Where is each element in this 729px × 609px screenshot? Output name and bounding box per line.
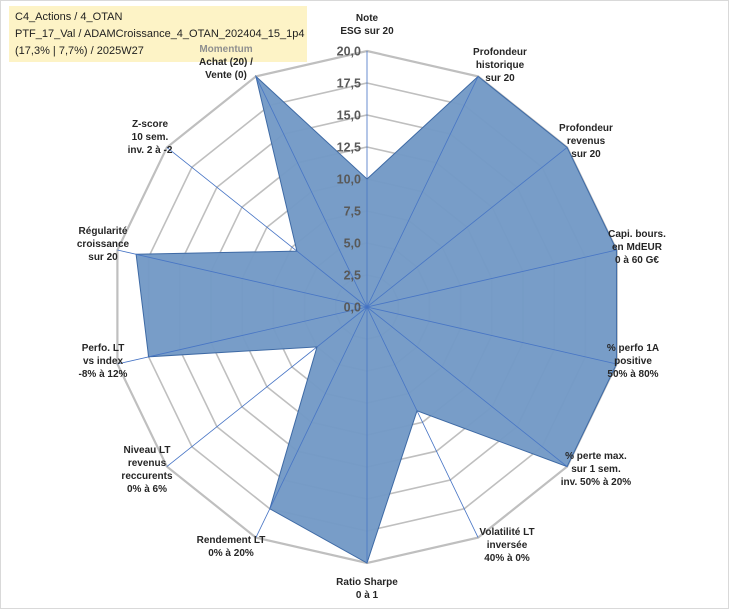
- axis-label-13-line-2: Vente (0): [205, 70, 247, 81]
- axis-label-3-line-1: en MdEUR: [612, 242, 663, 253]
- axis-label-6-line-2: 40% à 0%: [484, 553, 530, 564]
- axis-label-2-line-1: revenus: [567, 136, 606, 147]
- axis-label-9: Niveau LT revenus reccurents 0% à 6%: [121, 445, 173, 495]
- axis-label-4-line-0: % perfo 1A: [607, 343, 659, 354]
- axis-label-6-line-1: inversée: [487, 540, 528, 551]
- axis-label-9-line-0: Niveau LT: [123, 445, 170, 456]
- r-tick-label-3: 7,5: [344, 205, 361, 219]
- radar-axis-labels: Note ESG sur 20 Profondeur historique sur 20…: [77, 13, 666, 601]
- axis-label-0-line-1: ESG sur 20: [340, 26, 394, 37]
- axis-label-3-line-0: Capi. bours.: [608, 229, 666, 240]
- axis-label-12-line-1: 10 sem.: [132, 132, 169, 143]
- axis-label-1: Profondeur historique sur 20: [473, 47, 527, 84]
- chart-title-line-1: C4_Actions / 4_OTAN: [15, 11, 123, 23]
- axis-label-9-line-1: revenus: [128, 458, 167, 469]
- r-tick-label-5: 12,5: [337, 141, 361, 155]
- axis-label-12-line-0: Z-score: [132, 119, 169, 130]
- axis-label-9-line-2: reccurents: [121, 471, 173, 482]
- axis-label-11-line-0: Régularité: [79, 226, 128, 237]
- radar-tick-labels: 0,0 2,5 5,0 7,5 10,0 12,5 15,0 17,5 20,0: [337, 45, 361, 315]
- axis-label-13-line-0: Momentum: [199, 44, 252, 55]
- r-tick-label-4: 10,0: [337, 173, 361, 187]
- axis-over-series-1: [366, 76, 479, 308]
- axis-label-1-line-2: sur 20: [485, 73, 515, 84]
- radar-series: [135, 74, 618, 564]
- axis-label-10-line-0: Perfo. LT: [82, 343, 125, 354]
- chart-title-line-3: (17,3% | 7,7%) / 2025W27: [15, 45, 144, 57]
- axis-label-0: Note ESG sur 20: [340, 13, 394, 37]
- r-tick-label-2: 5,0: [344, 237, 361, 251]
- axis-label-6: Volatilité LT inversée 40% à 0%: [479, 527, 534, 564]
- r-tick-label-8: 20,0: [337, 45, 361, 59]
- axis-label-1-line-0: Profondeur: [473, 47, 527, 58]
- axis-label-12: Z-score 10 sem. inv. 2 à -2: [128, 119, 173, 156]
- axis-over-series-5: [366, 306, 568, 467]
- axis-label-8: Rendement LT 0% à 20%: [197, 535, 266, 559]
- r-tick-label-1: 2,5: [344, 269, 361, 283]
- axis-label-3-line-2: 0 à 60 G€: [615, 255, 659, 266]
- axis-label-11: Régularité croissance sur 20: [77, 226, 130, 263]
- axis-label-6-line-0: Volatilité LT: [479, 527, 534, 538]
- axis-over-series-8: [269, 306, 368, 509]
- axis-label-13-line-1: Achat (20) /: [199, 57, 253, 68]
- axis-over-series-11: [136, 253, 368, 308]
- axis-label-11-line-1: croissance: [77, 239, 130, 250]
- chart-title-line-2: PTF_17_Val / ADAMCroissance_4_OTAN_20240…: [15, 28, 305, 40]
- axis-label-2-line-2: sur 20: [571, 149, 601, 160]
- axis-label-2: Profondeur revenus sur 20: [559, 123, 613, 160]
- axis-label-1-line-1: historique: [476, 60, 525, 71]
- axis-label-2-line-0: Profondeur: [559, 123, 613, 134]
- r-tick-label-0: 0,0: [344, 301, 361, 315]
- axis-label-4: % perfo 1A positive 50% à 80%: [607, 343, 659, 380]
- axis-label-5-line-1: sur 1 sem.: [571, 464, 621, 475]
- axis-over-series-10: [148, 306, 368, 358]
- axis-label-12-line-2: inv. 2 à -2: [128, 145, 173, 156]
- axis-label-3: Capi. bours. en MdEUR 0 à 60 G€: [608, 229, 666, 266]
- axis-label-7-line-0: Ratio Sharpe: [336, 577, 398, 588]
- axis-over-series-12: [296, 250, 368, 308]
- axis-label-8-line-0: Rendement LT: [197, 535, 266, 546]
- axis-label-0-line-0: Note: [356, 13, 379, 24]
- axis-label-11-line-2: sur 20: [88, 252, 118, 263]
- axis-label-10: Perfo. LT vs index -8% à 12%: [79, 343, 128, 380]
- axis-label-10-line-2: -8% à 12%: [79, 369, 128, 380]
- r-tick-label-7: 17,5: [337, 77, 361, 91]
- axis-label-7: Ratio Sharpe 0 à 1: [336, 577, 398, 601]
- axis-label-4-line-1: positive: [614, 356, 652, 367]
- axis-over-series-4: [366, 306, 617, 365]
- axis-over-series-3: [366, 249, 617, 308]
- axis-label-4-line-2: 50% à 80%: [607, 369, 658, 380]
- chart-title-box: C4_Actions / 4_OTAN PTF_17_Val / ADAMCro…: [9, 6, 307, 62]
- r-tick-label-6: 15,0: [337, 109, 361, 123]
- axis-label-9-line-3: 0% à 6%: [127, 484, 167, 495]
- axis-label-10-line-1: vs index: [83, 356, 123, 367]
- axis-over-series-2: [366, 147, 568, 308]
- axis-label-8-line-1: 0% à 20%: [208, 548, 254, 559]
- axis-over-series-13: [255, 76, 368, 308]
- axis-over-series-6: [366, 306, 418, 411]
- axis-label-5-line-0: % perte max.: [565, 451, 627, 462]
- axis-label-5-line-2: inv. 50% à 20%: [561, 477, 632, 488]
- axis-label-13: Momentum Achat (20) / Vente (0): [199, 44, 253, 81]
- axis-label-5: % perte max. sur 1 sem. inv. 50% à 20%: [561, 451, 632, 488]
- axis-over-series-9: [316, 306, 368, 348]
- axis-label-7-line-1: 0 à 1: [356, 590, 379, 601]
